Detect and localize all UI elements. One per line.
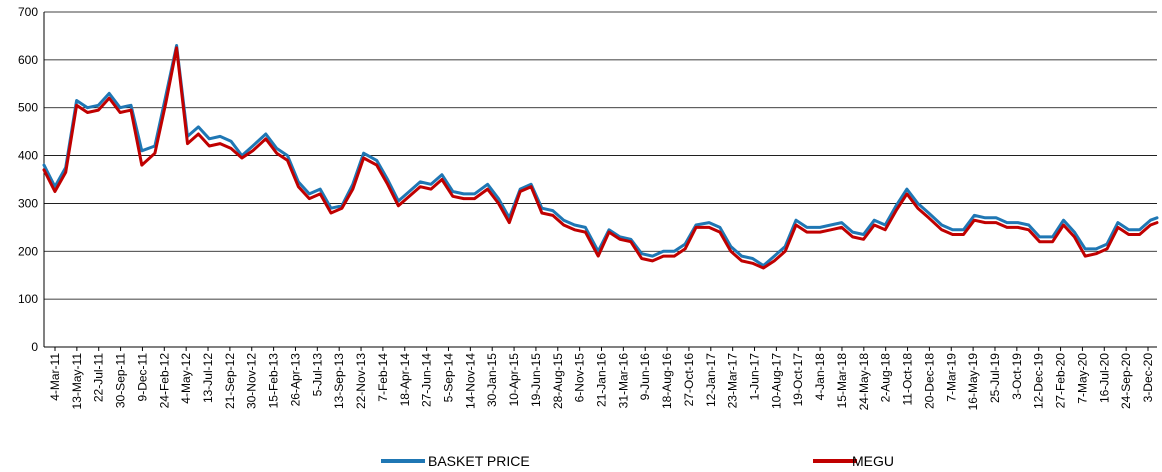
x-tick-label: 12-Dec-19 (1032, 353, 1046, 409)
y-tick-label: 100 (18, 292, 38, 306)
x-tick-label: 30-Sep-11 (114, 353, 128, 408)
x-tick-label: 27-Feb-20 (1054, 353, 1068, 409)
x-tick-label: 19-Oct-17 (791, 353, 805, 407)
x-tick-label: 7-May-20 (1075, 353, 1089, 404)
x-tick-label: 18-Aug-16 (660, 353, 674, 409)
legend-label: BASKET PRICE (428, 453, 530, 469)
y-tick-label: 200 (18, 244, 38, 258)
x-tick-label: 5-Jul-13 (310, 353, 324, 397)
x-tick-label: 16-Jul-20 (1097, 353, 1111, 403)
x-tick-label: 23-Mar-17 (726, 353, 740, 409)
x-tick-label: 21-Sep-12 (223, 353, 237, 409)
y-tick-label: 700 (18, 5, 38, 19)
x-tick-label: 25-Jul-19 (988, 353, 1002, 403)
legend: BASKET PRICE MEGU (381, 453, 894, 469)
x-tick-label: 15-Feb-13 (267, 353, 281, 409)
y-axis: 0 100 200 300 400 500 600 700 (18, 5, 45, 354)
x-tick-label: 14-Nov-14 (463, 353, 477, 409)
x-tick-label: 4-May-12 (179, 353, 193, 404)
x-tick-label: 13-Jul-12 (201, 353, 215, 403)
x-tick-label: 1-Jun-17 (748, 353, 762, 401)
x-tick-label: 30-Jan-15 (485, 353, 499, 407)
y-tick-label: 0 (31, 340, 38, 354)
x-tick-label: 22-Jul-11 (92, 353, 106, 402)
x-tick-label: 15-Mar-18 (835, 353, 849, 409)
x-tick-label: 24-Sep-20 (1119, 353, 1133, 409)
x-tick-label: 26-Apr-13 (288, 353, 302, 407)
legend-label: MEGU (852, 453, 894, 469)
y-tick-label: 400 (18, 149, 38, 163)
x-tick-label: 9-Dec-11 (135, 353, 149, 402)
x-tick-label: 5-Sep-14 (441, 353, 455, 403)
x-tick-label: 4-Jan-18 (813, 353, 827, 401)
series-group (42, 44, 1159, 270)
series-line-megu (42, 46, 1159, 270)
x-tick-label: 16-May-19 (966, 353, 980, 411)
y-tick-label: 600 (18, 53, 38, 67)
x-tick-label: 18-Apr-14 (398, 353, 412, 407)
x-tick-label: 9-Jun-16 (638, 353, 652, 401)
x-tick-label: 10-Aug-17 (769, 353, 783, 409)
x-tick-label: 24-May-18 (857, 353, 871, 411)
x-tick-label: 13-May-11 (70, 353, 84, 410)
x-tick-label: 3-Dec-20 (1141, 353, 1155, 403)
x-tick-label: 27-Jun-14 (420, 353, 434, 407)
x-tick-label: 27-Oct-16 (682, 353, 696, 407)
x-tick-label: 6-Nov-15 (573, 353, 587, 403)
x-tick-label: 24-Feb-12 (157, 353, 171, 409)
x-tick-label: 10-Apr-15 (507, 353, 521, 407)
x-tick-label: 19-Jun-15 (529, 353, 543, 407)
x-tick-label: 20-Dec-18 (922, 353, 936, 409)
x-tick-label: 3-Oct-19 (1010, 353, 1024, 400)
x-tick-label: 31-Mar-16 (616, 353, 630, 409)
y-tick-label: 300 (18, 196, 38, 210)
gridlines (44, 11, 1157, 300)
x-tick-label: 7-Mar-19 (944, 353, 958, 402)
x-tick-label: 12-Jan-17 (704, 353, 718, 407)
x-tick-label: 21-Jan-16 (595, 353, 609, 407)
x-tick-label: 7-Feb-14 (376, 353, 390, 402)
x-axis: 4-Mar-11 13-May-11 22-Jul-11 30-Sep-11 9-Dec… (44, 346, 1157, 411)
x-tick-label: 2-Aug-18 (879, 353, 893, 403)
x-tick-label: 28-Aug-15 (551, 353, 565, 409)
y-tick-label: 500 (18, 101, 38, 115)
x-tick-label: 4-Mar-11 (48, 353, 62, 401)
x-tick-label: 13-Sep-13 (332, 353, 346, 409)
x-tick-label: 22-Nov-13 (354, 353, 368, 409)
x-tick-label: 30-Nov-12 (245, 353, 259, 409)
x-tick-label: 11-Oct-18 (901, 353, 915, 406)
